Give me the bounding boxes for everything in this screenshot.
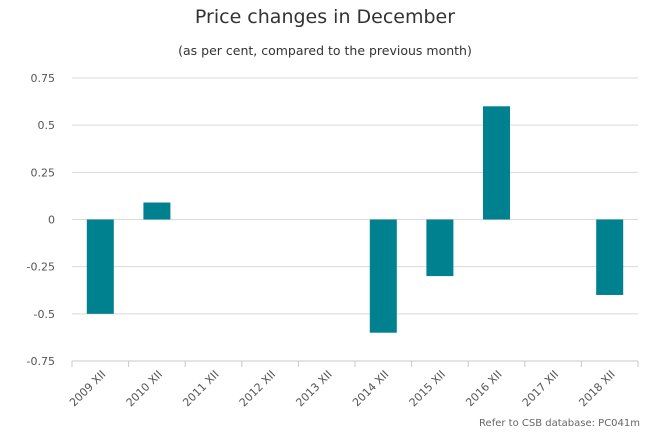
- x-tick-label: 2011 XII: [180, 368, 221, 409]
- y-tick-label: -0.25: [27, 261, 55, 274]
- x-tick-label: 2012 XII: [237, 368, 278, 409]
- x-tick-label: 2010 XII: [124, 368, 165, 409]
- bar[interactable]: [483, 106, 510, 220]
- x-tick-label: 2017 XII: [520, 368, 561, 409]
- bar[interactable]: [143, 202, 171, 220]
- x-axis-labels: 2009 XII 2010 XII 2011 XII 2012 XII 2013 XII…: [67, 368, 618, 409]
- bar[interactable]: [369, 219, 397, 333]
- x-tick-label: 2013 XII: [293, 368, 334, 409]
- x-tick-label: 2014 XII: [350, 368, 391, 409]
- credit-link[interactable]: Refer to CSB database: PC041m: [479, 418, 640, 429]
- x-tick-label: 2015 XII: [407, 368, 448, 409]
- y-tick-label: -0.5: [34, 308, 55, 321]
- y-axis-labels: 0.75 0.5 0.25 0 -0.25 -0.5 -0.75: [27, 72, 55, 368]
- y-tick-label: 0.75: [31, 72, 56, 85]
- bar[interactable]: [426, 219, 454, 277]
- x-tick-label: 2018 XII: [576, 368, 617, 409]
- y-tick-label: 0: [48, 214, 55, 227]
- grid-lines: [71, 77, 639, 367]
- y-tick-label: 0.25: [31, 166, 56, 179]
- y-tick-label: 0.5: [38, 119, 56, 132]
- chart-title: Price changes in December: [194, 6, 456, 28]
- bar-series: [86, 106, 624, 333]
- x-tick-label: 2016 XII: [463, 368, 504, 409]
- y-tick-label: -0.75: [27, 355, 55, 368]
- bar[interactable]: [86, 219, 114, 314]
- chart-subtitle: (as per cent, compared to the previous m…: [178, 43, 472, 58]
- bar[interactable]: [596, 219, 624, 295]
- x-tick-label: 2009 XII: [67, 368, 108, 409]
